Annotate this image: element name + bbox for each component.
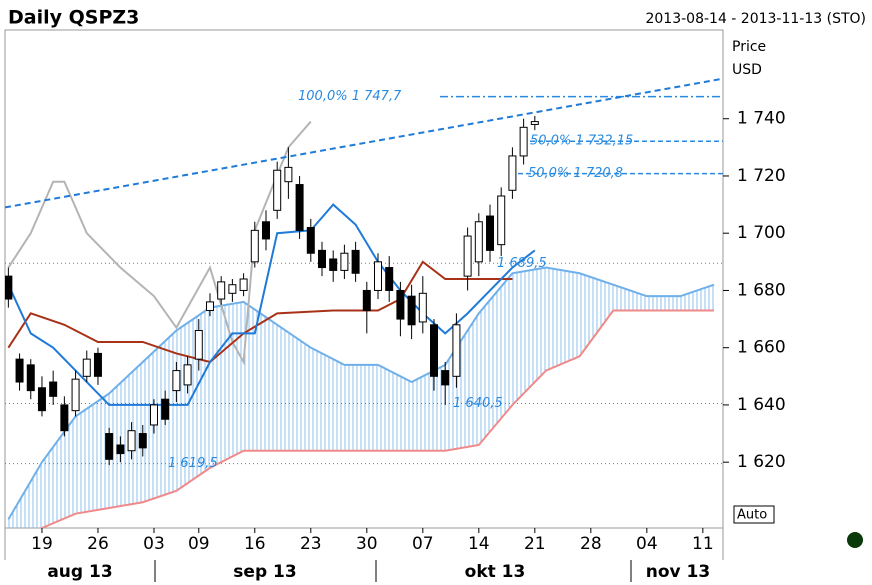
auto-button[interactable] xyxy=(733,505,775,524)
candle-body xyxy=(228,284,237,294)
candle-body xyxy=(306,226,315,254)
x-tick-label: 03 xyxy=(143,534,165,554)
candle-body xyxy=(26,364,35,392)
x-tick-label: 26 xyxy=(87,534,109,554)
candle-body xyxy=(49,381,58,397)
candle-body xyxy=(37,387,46,412)
candle-body xyxy=(396,289,405,320)
candle-body xyxy=(474,221,483,263)
candle-body xyxy=(273,169,282,211)
candle-body xyxy=(205,301,214,311)
candle-body xyxy=(183,364,192,386)
indicator-line xyxy=(39,309,715,528)
chart-title: Daily QSPZ3 xyxy=(8,7,139,29)
indicator-line xyxy=(7,266,715,520)
y-tick-label: 1 680 xyxy=(737,280,786,300)
candle-body xyxy=(194,330,203,360)
axis-label: Price xyxy=(732,39,766,55)
y-tick-label: 1 660 xyxy=(737,338,786,358)
x-tick-label: 19 xyxy=(31,534,53,554)
candle-body xyxy=(116,444,125,455)
candle-body xyxy=(530,121,539,125)
candle-body xyxy=(239,278,248,291)
candle-body xyxy=(250,229,259,263)
cloud xyxy=(8,267,715,528)
candle-body xyxy=(60,404,69,432)
candle-body xyxy=(284,166,293,183)
candle-body xyxy=(172,370,181,392)
candle-body xyxy=(161,398,170,420)
y-tick-label: 1 700 xyxy=(737,223,786,243)
candle-body xyxy=(497,195,506,246)
candle-body xyxy=(93,352,102,377)
x-tick-label: 11 xyxy=(692,534,714,554)
candle-body xyxy=(329,258,338,271)
level-label: 1 619,5 xyxy=(168,456,218,471)
y-tick-label: 1 620 xyxy=(737,452,786,472)
candle-body xyxy=(295,184,304,231)
plot-area xyxy=(5,77,723,528)
fib-label: 50,0% 1 732,15 xyxy=(530,134,633,149)
auto-button-label[interactable]: Auto xyxy=(737,508,767,523)
candle-body xyxy=(519,126,528,157)
candle-body xyxy=(71,378,80,412)
x-tick-label: 09 xyxy=(188,534,210,554)
y-tick-label: 1 640 xyxy=(737,395,786,415)
candle-body xyxy=(385,267,394,291)
y-tick-label: 1 720 xyxy=(737,166,786,186)
x-tick-label: 07 xyxy=(412,534,434,554)
x-tick-label: 28 xyxy=(580,534,602,554)
axis-unit: USD xyxy=(732,62,762,78)
x-tick-label: 14 xyxy=(468,534,490,554)
date-range: 2013-08-14 - 2013-11-13 (STO) xyxy=(645,11,866,27)
candle-body xyxy=(138,433,147,449)
month-label: sep 13 xyxy=(233,562,296,582)
x-tick-label: 21 xyxy=(524,534,546,554)
candle-body xyxy=(15,358,24,383)
candle-body xyxy=(351,249,360,274)
candle-body xyxy=(430,324,439,377)
x-tick-label: 04 xyxy=(636,534,658,554)
fib-label: 50,0% 1 720,8 xyxy=(528,166,623,181)
month-label: okt 13 xyxy=(465,562,526,582)
candle-body xyxy=(261,221,270,240)
candle-body xyxy=(127,430,136,452)
candle-body xyxy=(149,404,158,426)
level-label: 1 640,5 xyxy=(453,396,503,411)
month-label: aug 13 xyxy=(47,562,112,582)
y-tick-label: 1 740 xyxy=(737,109,786,129)
fib-label: 100,0% 1 747,7 xyxy=(298,89,402,104)
candle-body xyxy=(317,249,326,269)
candle-body xyxy=(374,261,383,291)
candle-body xyxy=(5,275,13,300)
candle-body xyxy=(508,155,517,191)
x-tick-label: 23 xyxy=(300,534,322,554)
trend-line xyxy=(5,77,723,209)
candle-body xyxy=(362,289,371,311)
x-tick-label: 16 xyxy=(244,534,266,554)
candle-body xyxy=(82,358,91,377)
month-label: nov 13 xyxy=(646,562,710,582)
candle-body xyxy=(217,281,226,300)
candle-body xyxy=(340,252,349,271)
candle-body xyxy=(463,235,472,277)
x-tick-label: 30 xyxy=(356,534,378,554)
candle-body xyxy=(452,324,461,377)
candle-body xyxy=(407,295,416,326)
candle-body xyxy=(441,370,450,386)
candle-body xyxy=(418,292,427,323)
status-dot xyxy=(847,532,863,548)
level-label: 1 689,5 xyxy=(497,256,547,271)
candle-body xyxy=(486,215,495,251)
candle-body xyxy=(105,433,114,460)
